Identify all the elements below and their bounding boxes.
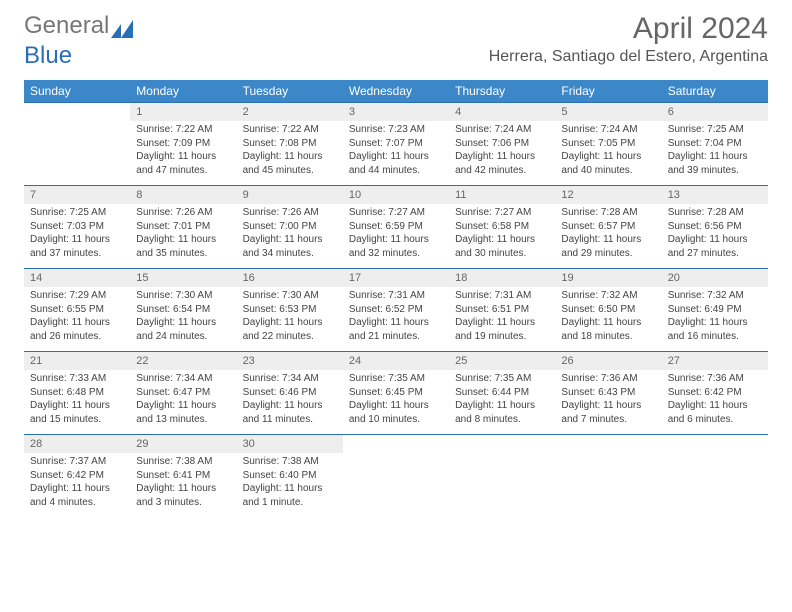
day-number-cell: 21 xyxy=(24,352,130,371)
day-number-cell: 28 xyxy=(24,435,130,454)
location-text: Herrera, Santiago del Estero, Argentina xyxy=(489,48,768,66)
day-number-cell: 5 xyxy=(555,103,661,122)
day-detail-cell: Sunrise: 7:38 AMSunset: 6:40 PMDaylight:… xyxy=(237,453,343,517)
day-number-cell: 25 xyxy=(449,352,555,371)
day-number-cell: 8 xyxy=(130,186,236,205)
day-detail-cell: Sunrise: 7:33 AMSunset: 6:48 PMDaylight:… xyxy=(24,370,130,435)
dayhead-thu: Thursday xyxy=(449,80,555,103)
day-number-cell: 18 xyxy=(449,269,555,288)
day-detail-cell: Sunrise: 7:26 AMSunset: 7:00 PMDaylight:… xyxy=(237,204,343,269)
day-detail-cell: Sunrise: 7:28 AMSunset: 6:56 PMDaylight:… xyxy=(662,204,768,269)
month-title: April 2024 xyxy=(489,12,768,46)
day-number-cell: 7 xyxy=(24,186,130,205)
calendar-body: 123456Sunrise: 7:22 AMSunset: 7:09 PMDay… xyxy=(24,103,768,518)
day-detail-cell: Sunrise: 7:31 AMSunset: 6:52 PMDaylight:… xyxy=(343,287,449,352)
day-number-cell: 13 xyxy=(662,186,768,205)
header: General April 2024 Herrera, Santiago del… xyxy=(0,0,792,72)
dayhead-tue: Tuesday xyxy=(237,80,343,103)
day-detail-cell: Sunrise: 7:38 AMSunset: 6:41 PMDaylight:… xyxy=(130,453,236,517)
logo: General xyxy=(24,12,139,40)
detail-row: Sunrise: 7:29 AMSunset: 6:55 PMDaylight:… xyxy=(24,287,768,352)
day-number-cell: 15 xyxy=(130,269,236,288)
day-detail-cell: Sunrise: 7:36 AMSunset: 6:43 PMDaylight:… xyxy=(555,370,661,435)
day-number-cell: 12 xyxy=(555,186,661,205)
day-number-cell: 11 xyxy=(449,186,555,205)
day-number-cell: 22 xyxy=(130,352,236,371)
day-number-cell: 2 xyxy=(237,103,343,122)
day-detail-cell: Sunrise: 7:34 AMSunset: 6:47 PMDaylight:… xyxy=(130,370,236,435)
day-detail-cell: Sunrise: 7:29 AMSunset: 6:55 PMDaylight:… xyxy=(24,287,130,352)
day-detail-cell: Sunrise: 7:35 AMSunset: 6:45 PMDaylight:… xyxy=(343,370,449,435)
day-detail-cell xyxy=(662,453,768,517)
day-number-cell xyxy=(555,435,661,454)
day-header-row: Sunday Monday Tuesday Wednesday Thursday… xyxy=(24,80,768,103)
day-detail-cell: Sunrise: 7:32 AMSunset: 6:50 PMDaylight:… xyxy=(555,287,661,352)
day-number-cell: 9 xyxy=(237,186,343,205)
day-number-cell: 14 xyxy=(24,269,130,288)
detail-row: Sunrise: 7:33 AMSunset: 6:48 PMDaylight:… xyxy=(24,370,768,435)
day-detail-cell: Sunrise: 7:37 AMSunset: 6:42 PMDaylight:… xyxy=(24,453,130,517)
day-number-cell: 1 xyxy=(130,103,236,122)
day-detail-cell: Sunrise: 7:31 AMSunset: 6:51 PMDaylight:… xyxy=(449,287,555,352)
day-number-cell: 29 xyxy=(130,435,236,454)
day-detail-cell: Sunrise: 7:26 AMSunset: 7:01 PMDaylight:… xyxy=(130,204,236,269)
day-detail-cell xyxy=(343,453,449,517)
daynum-row: 14151617181920 xyxy=(24,269,768,288)
day-number-cell xyxy=(24,103,130,122)
day-number-cell xyxy=(449,435,555,454)
day-detail-cell: Sunrise: 7:30 AMSunset: 6:54 PMDaylight:… xyxy=(130,287,236,352)
day-detail-cell: Sunrise: 7:32 AMSunset: 6:49 PMDaylight:… xyxy=(662,287,768,352)
day-detail-cell: Sunrise: 7:30 AMSunset: 6:53 PMDaylight:… xyxy=(237,287,343,352)
day-detail-cell: Sunrise: 7:35 AMSunset: 6:44 PMDaylight:… xyxy=(449,370,555,435)
logo-text-1: General xyxy=(24,12,109,40)
daynum-row: 78910111213 xyxy=(24,186,768,205)
daynum-row: 21222324252627 xyxy=(24,352,768,371)
day-detail-cell: Sunrise: 7:27 AMSunset: 6:58 PMDaylight:… xyxy=(449,204,555,269)
detail-row: Sunrise: 7:22 AMSunset: 7:09 PMDaylight:… xyxy=(24,121,768,186)
day-detail-cell xyxy=(24,121,130,186)
detail-row: Sunrise: 7:37 AMSunset: 6:42 PMDaylight:… xyxy=(24,453,768,517)
day-number-cell: 10 xyxy=(343,186,449,205)
title-block: April 2024 Herrera, Santiago del Estero,… xyxy=(489,12,768,66)
day-number-cell: 23 xyxy=(237,352,343,371)
day-detail-cell: Sunrise: 7:28 AMSunset: 6:57 PMDaylight:… xyxy=(555,204,661,269)
day-number-cell: 17 xyxy=(343,269,449,288)
day-number-cell: 3 xyxy=(343,103,449,122)
day-detail-cell: Sunrise: 7:25 AMSunset: 7:03 PMDaylight:… xyxy=(24,204,130,269)
day-detail-cell xyxy=(449,453,555,517)
day-number-cell: 27 xyxy=(662,352,768,371)
day-number-cell: 6 xyxy=(662,103,768,122)
logo-text-2: Blue xyxy=(24,42,72,70)
dayhead-mon: Monday xyxy=(130,80,236,103)
day-number-cell: 16 xyxy=(237,269,343,288)
day-detail-cell: Sunrise: 7:24 AMSunset: 7:06 PMDaylight:… xyxy=(449,121,555,186)
day-detail-cell: Sunrise: 7:25 AMSunset: 7:04 PMDaylight:… xyxy=(662,121,768,186)
day-number-cell: 4 xyxy=(449,103,555,122)
day-number-cell: 24 xyxy=(343,352,449,371)
day-detail-cell: Sunrise: 7:27 AMSunset: 6:59 PMDaylight:… xyxy=(343,204,449,269)
detail-row: Sunrise: 7:25 AMSunset: 7:03 PMDaylight:… xyxy=(24,204,768,269)
day-number-cell: 20 xyxy=(662,269,768,288)
day-number-cell xyxy=(662,435,768,454)
day-detail-cell: Sunrise: 7:23 AMSunset: 7:07 PMDaylight:… xyxy=(343,121,449,186)
day-number-cell: 30 xyxy=(237,435,343,454)
daynum-row: 282930 xyxy=(24,435,768,454)
day-number-cell xyxy=(343,435,449,454)
dayhead-sat: Saturday xyxy=(662,80,768,103)
dayhead-sun: Sunday xyxy=(24,80,130,103)
day-detail-cell: Sunrise: 7:22 AMSunset: 7:08 PMDaylight:… xyxy=(237,121,343,186)
day-detail-cell: Sunrise: 7:34 AMSunset: 6:46 PMDaylight:… xyxy=(237,370,343,435)
day-detail-cell: Sunrise: 7:36 AMSunset: 6:42 PMDaylight:… xyxy=(662,370,768,435)
dayhead-fri: Friday xyxy=(555,80,661,103)
day-detail-cell: Sunrise: 7:22 AMSunset: 7:09 PMDaylight:… xyxy=(130,121,236,186)
day-detail-cell xyxy=(555,453,661,517)
day-number-cell: 19 xyxy=(555,269,661,288)
logo-mark-icon xyxy=(111,17,139,35)
day-number-cell: 26 xyxy=(555,352,661,371)
daynum-row: 123456 xyxy=(24,103,768,122)
day-detail-cell: Sunrise: 7:24 AMSunset: 7:05 PMDaylight:… xyxy=(555,121,661,186)
calendar-table: Sunday Monday Tuesday Wednesday Thursday… xyxy=(24,80,768,517)
dayhead-wed: Wednesday xyxy=(343,80,449,103)
